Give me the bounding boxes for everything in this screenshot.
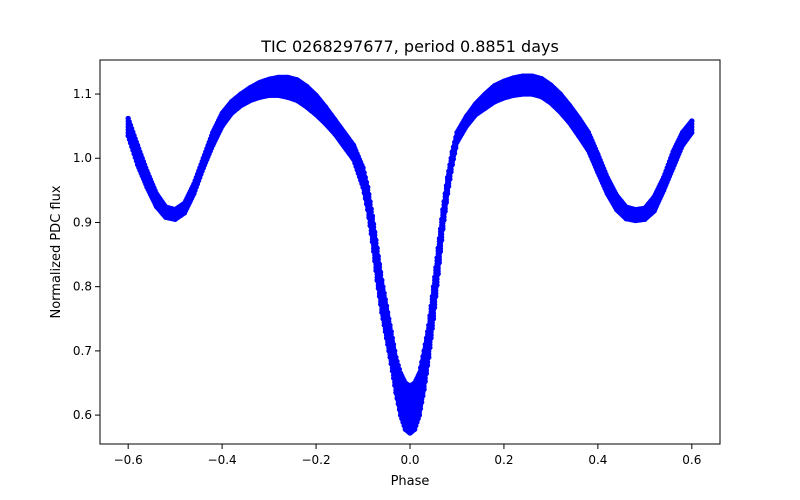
data-point <box>381 290 387 296</box>
x-tick-label: 0.4 <box>588 453 607 467</box>
y-tick-label: 1.0 <box>73 151 92 165</box>
data-point <box>390 341 397 348</box>
x-tick-label: −0.6 <box>114 453 143 467</box>
data-point <box>371 221 377 227</box>
data-point <box>383 303 390 309</box>
y-tick-label: 0.8 <box>73 280 92 294</box>
x-axis-ticks: −0.6 −0.4 −0.2 0.0 0.2 0.4 0.6 <box>114 444 701 467</box>
data-point <box>394 358 400 364</box>
data-point <box>382 296 388 303</box>
x-tick-label: 0.0 <box>400 453 419 467</box>
y-tick-label: 1.1 <box>73 87 92 101</box>
x-tick-label: 0.6 <box>682 453 701 467</box>
y-tick-label: 0.9 <box>73 215 92 229</box>
x-tick-label: 0.2 <box>494 453 513 467</box>
data-point <box>373 237 379 243</box>
y-axis-label: Normalized PDC flux <box>49 185 64 318</box>
data-point <box>392 348 398 354</box>
data-point <box>376 261 383 267</box>
chart-title: TIC 0268297677, period 0.8851 days <box>260 37 559 56</box>
data-point <box>372 229 378 235</box>
x-axis-label: Phase <box>391 474 430 489</box>
data-point <box>389 335 395 341</box>
data-point <box>386 316 392 322</box>
data-point <box>363 179 370 185</box>
data-point <box>369 213 376 219</box>
data-point <box>368 206 374 212</box>
data-point <box>375 253 381 259</box>
data-point <box>385 309 391 315</box>
x-tick-label: −0.4 <box>208 453 237 467</box>
y-tick-label: 0.6 <box>73 408 92 422</box>
data-point <box>365 184 371 190</box>
data-point <box>395 362 401 368</box>
data-point <box>367 198 373 205</box>
data-point <box>360 165 366 171</box>
data-point <box>362 174 368 181</box>
y-tick-label: 0.7 <box>73 344 92 358</box>
x-tick-label: −0.2 <box>301 453 330 467</box>
data-point <box>366 191 372 197</box>
data-point <box>387 322 393 328</box>
data-point <box>374 245 380 251</box>
data-point <box>388 329 394 335</box>
data-point <box>393 354 399 360</box>
data-point <box>380 284 386 290</box>
data-points <box>125 73 695 436</box>
y-axis-ticks: 0.6 0.7 0.8 0.9 1.0 1.1 <box>73 87 100 422</box>
data-point <box>689 118 695 124</box>
data-point <box>378 269 384 275</box>
data-point <box>379 277 385 283</box>
data-point <box>396 366 403 372</box>
data-point <box>361 170 367 176</box>
